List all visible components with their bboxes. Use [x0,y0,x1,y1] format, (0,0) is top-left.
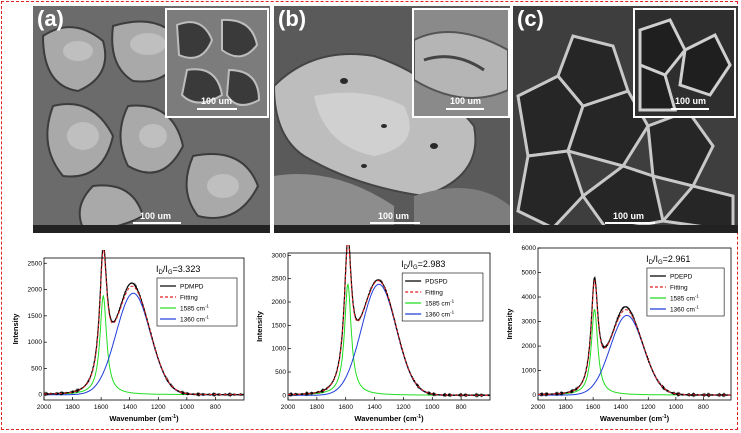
sem-inset-image-c [635,10,734,116]
x-tick-label: 1200 [151,404,166,411]
panel-letter-b: (b) [278,6,307,31]
y-tick-label: 2000 [522,343,537,350]
x-tick-label: 1800 [65,404,80,411]
y-tick-label: 4000 [522,294,537,301]
y-tick-label: 1000 [272,346,287,353]
inset-scale-label-a: 100 um [201,96,233,106]
x-tick-label: 2000 [37,404,52,411]
sem-inset-b: 100 um [412,8,510,118]
sem-image-a [33,6,270,233]
sem-inset-image-b [414,10,508,116]
x-tick-label: 1600 [338,404,353,411]
x-tick-label: 1600 [586,404,601,411]
sem-info-bar-b [274,225,510,233]
x-tick-label: 1400 [613,404,628,411]
sem-info-bar-c [513,225,738,233]
legend-label: Fitting [425,290,443,297]
main-scale-label-a: 100 um [140,211,172,221]
x-tick-label: 1200 [396,404,411,411]
x-tick-label: 800 [698,404,709,411]
inset-scale-label-c: 100 um [675,96,707,106]
sem-inset-a: 100 um [165,8,269,118]
raman-chart-b: 2000 1800 1600 1400 1200 1000 800 0 500 1000 1500 2… [255,245,491,423]
sem-panel-c: (c) 100 um 100 um [513,6,738,233]
legend-label: 1360 cm-1 [670,305,699,314]
x-tick-label: 1000 [425,404,440,411]
x-tick-label: 1800 [558,404,573,411]
y-tick-label: 1000 [522,368,537,375]
sem-inset-c: 100 um [633,8,736,118]
y-tick-label: 0 [532,392,536,399]
y-tick-label: 1000 [28,339,43,346]
x-tick-label: 1200 [641,404,656,411]
y-axis-label: Intensity [505,308,514,340]
y-tick-label: 1500 [28,313,43,320]
main-scale-bar-b [370,222,420,224]
inset-scale-label-b: 100 um [450,96,482,106]
legend-label: 1585 cm-1 [670,294,699,303]
y-axis-label: Intensity [11,313,20,345]
legend-label: Fitting [180,295,198,302]
inset-scale-bar-b [446,108,484,110]
main-scale-bar-a [133,222,181,224]
main-scale-label-c: 100 um [613,211,645,221]
sem-image-c [513,6,738,233]
y-tick-label: 6000 [522,245,537,252]
sem-panel-a: (a) 100 um 100 um [33,6,270,233]
x-tick-label: 800 [210,404,221,411]
legend-label: 1585 cm-1 [425,299,454,308]
x-axis-label: Wavenumber (cm-1) [109,414,179,423]
y-tick-label: 2000 [272,299,287,306]
series-fitting [288,245,490,396]
series-fitting [43,250,244,396]
x-tick-label: 2000 [281,404,296,411]
y-tick-label: 2500 [272,276,287,283]
y-tick-label: 0 [282,392,286,399]
legend-label: 1585 cm-1 [180,304,209,313]
y-tick-label: 500 [31,365,42,372]
x-tick-label: 1800 [310,404,325,411]
x-tick-label: 1000 [669,404,684,411]
panel-letter-a: (a) [37,6,64,31]
y-axis-label: Intensity [255,310,264,342]
ratio-label: ID/IG=2.983 [401,259,445,271]
y-tick-label: 3000 [272,252,287,259]
x-axis-label: Wavenumber (cm-1) [600,414,670,423]
legend-label: Fitting [670,285,688,292]
inset-scale-bar-c [671,108,709,110]
y-tick-label: 1500 [272,322,287,329]
legend-label: 1360 cm-1 [180,315,209,324]
y-tick-label: 3000 [522,319,537,326]
x-tick-label: 1600 [94,404,109,411]
x-tick-label: 1400 [122,404,137,411]
y-tick-label: 0 [38,392,42,399]
sem-panel-b: (b) 100 um 100 um [274,6,510,233]
legend-label: 1360 cm-1 [425,310,454,319]
y-tick-label: 2500 [28,260,43,267]
ratio-label: ID/IG=2.961 [646,254,690,266]
legend-label: PDEPD [670,274,693,281]
raman-chart-a: 2000 1800 1600 1400 1200 1000 800 0 500 1000 1500 2… [11,250,245,423]
y-tick-label: 2000 [28,287,43,294]
raman-chart-c: 2000 1800 1600 1400 1200 1000 800 0 1000 2000 3000… [505,245,732,423]
legend-label: PDSPD [425,279,448,286]
ratio-label: ID/IG=3.323 [156,264,200,276]
main-scale-label-b: 100 um [378,211,410,221]
x-tick-label: 2000 [531,404,546,411]
inset-scale-bar-a [197,108,237,110]
y-tick-label: 5000 [522,270,537,277]
sem-inset-image-a [167,10,267,116]
x-axis-label: Wavenumber (cm-1) [354,414,424,423]
panel-letter-c: (c) [517,6,544,31]
main-scale-bar-c [605,222,655,224]
sem-info-bar-a [33,225,270,233]
x-tick-label: 1400 [367,404,382,411]
y-tick-label: 500 [275,369,286,376]
series-fitting [538,279,731,396]
legend-label: PDMPD [180,284,204,291]
x-tick-label: 800 [456,404,467,411]
x-tick-label: 1000 [180,404,195,411]
